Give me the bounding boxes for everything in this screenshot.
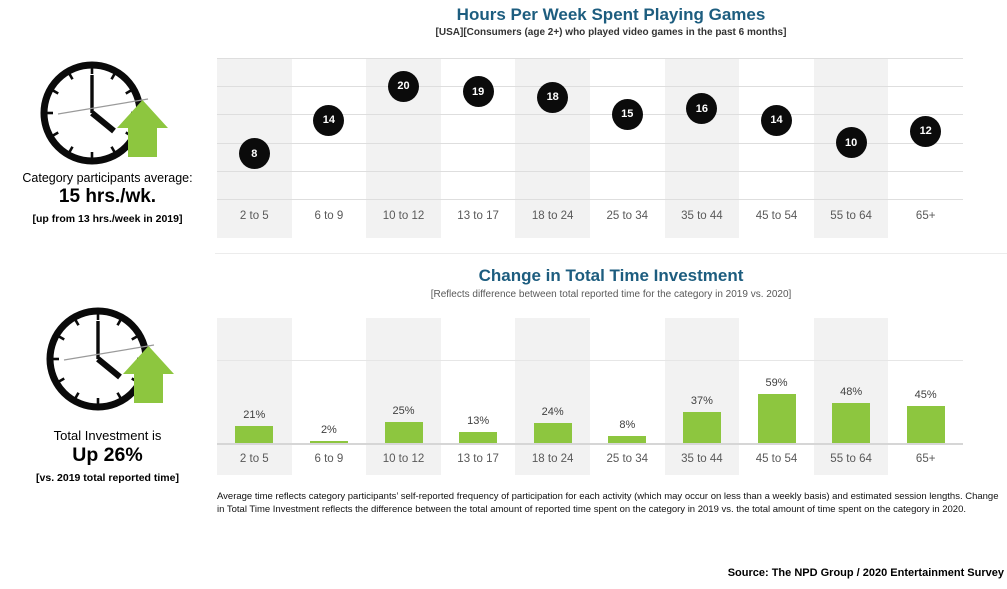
data-point-value: 14 bbox=[322, 114, 336, 127]
hours-panel-intro: Category participants average: bbox=[22, 171, 193, 185]
bar-value-label: 59% bbox=[765, 377, 788, 390]
x-axis-label: 35 to 44 bbox=[681, 453, 723, 465]
x-axis-label: 18 to 24 bbox=[531, 453, 574, 465]
time-investment-chart: 21% 2 to 5 2% 6 to 9 25% 10 to 12 13% 13 to 17 2… bbox=[217, 318, 963, 475]
bar-value-label: 37% bbox=[690, 395, 713, 408]
clock-up-arrow-icon bbox=[46, 307, 174, 411]
bar-value-label: 13% bbox=[467, 415, 490, 428]
x-axis-label: 55 to 64 bbox=[830, 453, 872, 465]
data-point-marker: 10 bbox=[835, 127, 867, 159]
hours-panel-stat: 15 hrs./wk. bbox=[58, 186, 157, 207]
x-axis-label: 6 to 9 bbox=[314, 210, 344, 222]
data-point-value: 18 bbox=[546, 91, 559, 104]
x-axis-label: 65+ bbox=[915, 210, 936, 222]
bar bbox=[682, 412, 721, 443]
clock-up-arrow-icon bbox=[40, 61, 168, 165]
bar bbox=[533, 423, 572, 443]
x-axis-label: 10 to 12 bbox=[382, 210, 425, 222]
gridline bbox=[217, 114, 963, 116]
investment-panel-intro: Total Investment is bbox=[53, 428, 162, 443]
data-point-value: 16 bbox=[695, 102, 709, 115]
data-point-marker: 12 bbox=[910, 115, 942, 147]
source-credit: Source: The NPD Group / 2020 Entertainme… bbox=[727, 567, 1004, 579]
x-axis-label: 10 to 12 bbox=[382, 453, 425, 465]
methodology-footnote: Average time reflects category participa… bbox=[217, 491, 999, 516]
bar-value-label: 21% bbox=[243, 408, 266, 421]
gridline bbox=[217, 58, 963, 59]
bar-value-label: 2% bbox=[320, 424, 337, 437]
hours-chart-subtitle: [USA][Consumers (age 2+) who played vide… bbox=[435, 27, 787, 38]
hours-per-week-chart: 2 to 5 8 6 to 9 14 10 to 12 20 13 to 17 19 18 to… bbox=[217, 58, 963, 238]
data-point-value: 14 bbox=[770, 114, 783, 127]
bar bbox=[906, 405, 945, 443]
data-point-marker: 14 bbox=[761, 104, 792, 136]
column-band bbox=[217, 318, 292, 475]
data-point-value: 20 bbox=[397, 80, 410, 93]
data-point-value: 12 bbox=[919, 125, 932, 138]
investment-chart-subtitle: [Reflects difference between total repor… bbox=[430, 289, 792, 300]
section-divider bbox=[215, 253, 1007, 254]
data-point-marker: 19 bbox=[462, 76, 494, 108]
bar bbox=[608, 436, 647, 443]
gridline bbox=[217, 170, 963, 172]
hours-chart-title: Hours Per Week Spent Playing Games bbox=[456, 5, 766, 24]
x-axis-label: 13 to 17 bbox=[457, 453, 499, 465]
investment-panel-stat: Up 26% bbox=[72, 444, 143, 466]
x-axis-label: 2 to 5 bbox=[239, 453, 269, 465]
bar bbox=[459, 432, 498, 443]
data-point-marker: 18 bbox=[537, 81, 569, 113]
x-axis-label: 45 to 54 bbox=[755, 453, 798, 465]
column-band bbox=[366, 318, 441, 475]
x-axis-label: 25 to 34 bbox=[606, 453, 649, 465]
bar bbox=[384, 422, 423, 443]
x-axis-label: 35 to 44 bbox=[681, 210, 723, 222]
gridline bbox=[217, 360, 963, 361]
column-band bbox=[515, 318, 590, 475]
data-point-marker: 8 bbox=[238, 138, 270, 170]
data-point-marker: 15 bbox=[611, 98, 643, 130]
x-axis-label: 45 to 54 bbox=[755, 210, 798, 222]
data-point-marker: 16 bbox=[686, 93, 718, 125]
x-axis-line bbox=[217, 443, 963, 445]
bar bbox=[309, 441, 348, 443]
investment-chart-title: Change in Total Time Investment bbox=[478, 266, 744, 285]
green-up-arrow bbox=[123, 346, 174, 403]
x-axis-label: 13 to 17 bbox=[457, 210, 499, 222]
x-axis-label: 55 to 64 bbox=[830, 210, 872, 222]
data-point-value: 10 bbox=[844, 136, 858, 149]
x-axis-label: 65+ bbox=[915, 453, 936, 465]
bar-value-label: 25% bbox=[392, 405, 415, 418]
column-band bbox=[813, 318, 889, 475]
gridline bbox=[217, 86, 963, 88]
bar-value-label: 45% bbox=[914, 388, 937, 401]
hours-panel-note: [up from 13 hrs./week in 2019] bbox=[32, 213, 183, 225]
data-point-value: 15 bbox=[621, 108, 634, 121]
column-band bbox=[664, 58, 740, 238]
gridline bbox=[217, 199, 963, 200]
x-axis-label: 25 to 34 bbox=[606, 210, 649, 222]
x-axis-label: 18 to 24 bbox=[531, 210, 574, 222]
green-up-arrow bbox=[117, 100, 168, 157]
bar bbox=[757, 394, 796, 443]
investment-panel-note: [vs. 2019 total reported time] bbox=[36, 472, 179, 484]
data-point-value: 19 bbox=[471, 85, 485, 98]
bar-value-label: 48% bbox=[840, 386, 863, 399]
column-band bbox=[664, 318, 740, 475]
data-point-marker: 14 bbox=[313, 104, 345, 136]
bar bbox=[235, 425, 274, 443]
bar-value-label: 24% bbox=[541, 406, 564, 419]
x-axis-label: 2 to 5 bbox=[239, 210, 269, 222]
data-point-value: 8 bbox=[251, 147, 258, 160]
bar-value-label: 8% bbox=[619, 419, 636, 432]
x-axis-label: 6 to 9 bbox=[314, 453, 344, 465]
gridline bbox=[217, 142, 963, 144]
bar bbox=[832, 403, 871, 443]
data-point-marker: 20 bbox=[388, 70, 419, 102]
